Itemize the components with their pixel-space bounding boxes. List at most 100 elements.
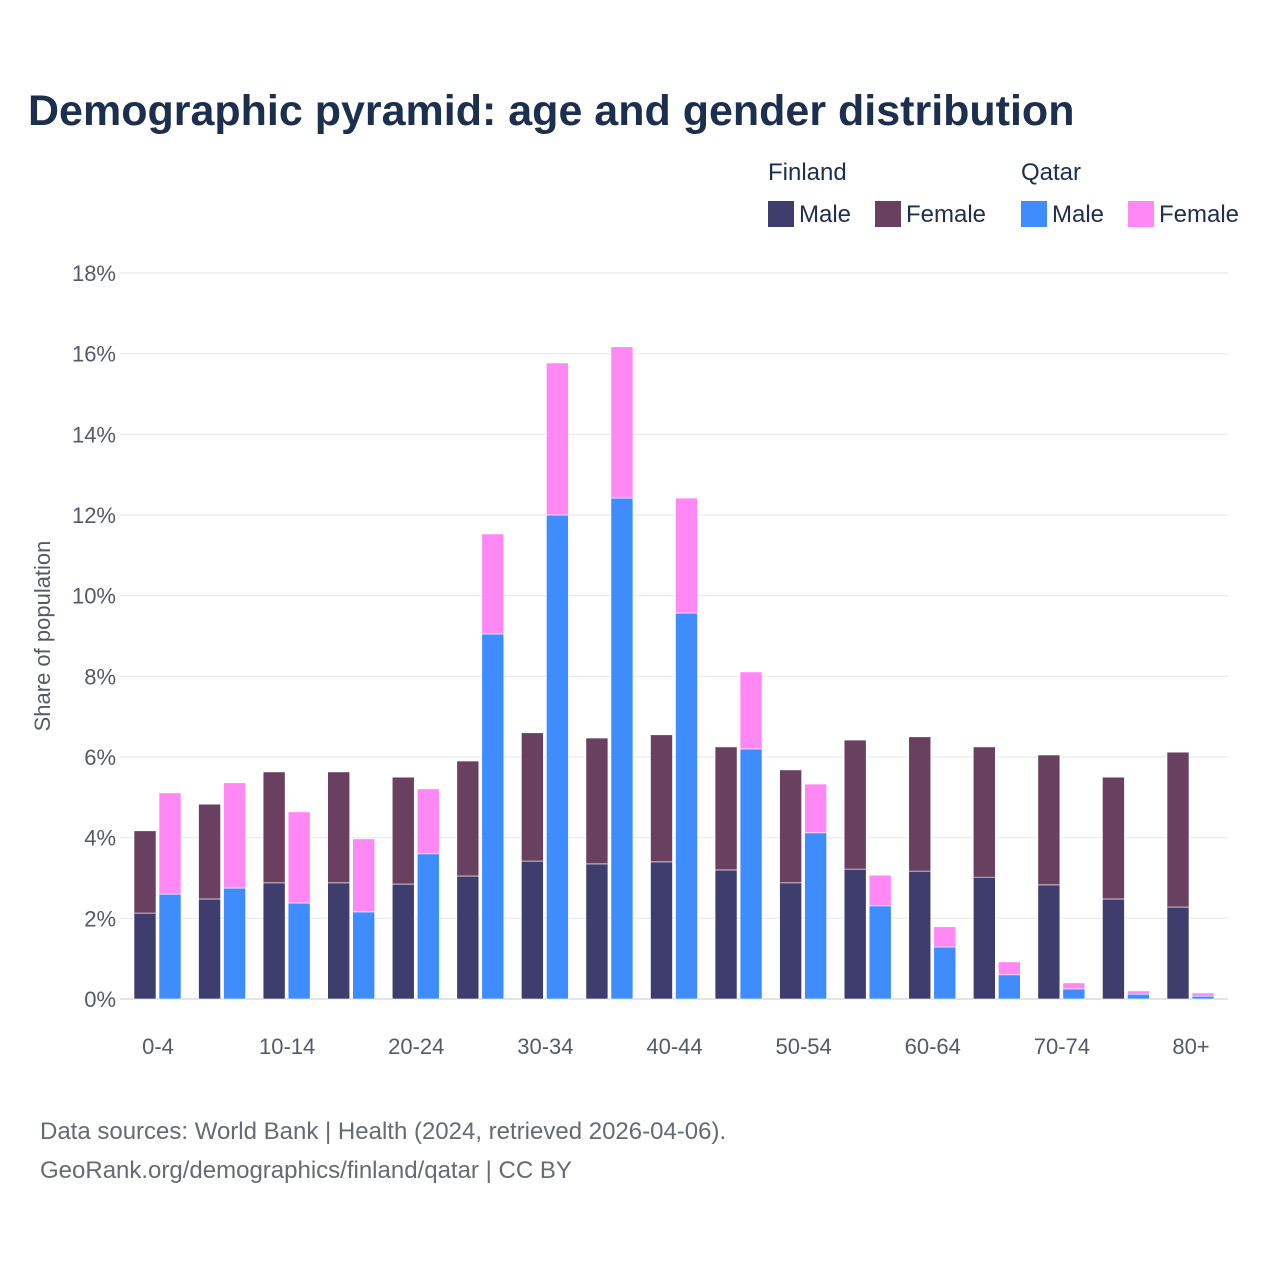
- bar-finland-male-40-44: [650, 861, 673, 1000]
- bar-finland-female-75-79: [1102, 776, 1125, 900]
- bar-qatar-male-80+: [1191, 995, 1215, 1000]
- x-tick-label: 20-24: [388, 1034, 444, 1059]
- bar-qatar-male-60-64: [933, 946, 957, 1000]
- bar-finland-male-10-14: [262, 882, 286, 1000]
- bar-finland-male-35-39: [585, 863, 609, 1000]
- legend-label-finland-female: Female: [906, 201, 986, 228]
- bar-finland-male-55-59: [843, 868, 867, 1000]
- bar-finland-male-20-24: [391, 883, 415, 1000]
- legend-label-qatar-male: Male: [1052, 201, 1104, 228]
- bar-finland-male-80+: [1166, 906, 1190, 1000]
- bar-finland-male-30-34: [521, 860, 544, 1000]
- bar-qatar-male-20-24: [416, 853, 440, 1000]
- bar-qatar-female-35-39: [610, 346, 634, 499]
- y-tick-label: 8%: [84, 664, 116, 689]
- y-tick-label: 14%: [72, 422, 116, 447]
- y-tick-label: 18%: [72, 261, 116, 286]
- legend-swatch-qatar-female: [1128, 201, 1154, 227]
- bar-finland-female-0-4: [133, 830, 157, 914]
- y-tick-label: 10%: [72, 584, 116, 609]
- chart-title: Demographic pyramid: age and gender dist…: [28, 87, 1074, 135]
- y-tick-label: 16%: [72, 342, 116, 367]
- x-tick-label: 0-4: [142, 1034, 174, 1059]
- gridlines: [120, 272, 1228, 1000]
- bar-finland-female-80+: [1166, 751, 1190, 908]
- bar-qatar-female-70-74: [1062, 982, 1086, 990]
- bar-finland-male-70-74: [1037, 884, 1061, 1000]
- bar-finland-female-55-59: [843, 739, 867, 870]
- bar-finland-female-50-54: [779, 769, 802, 884]
- bar-qatar-male-30-34: [546, 514, 569, 1000]
- bar-qatar-male-10-14: [287, 902, 311, 1000]
- bar-qatar-female-10-14: [287, 811, 311, 904]
- bar-finland-female-25-29: [456, 760, 480, 877]
- bar-finland-male-0-4: [133, 912, 157, 1000]
- x-tick-label: 60-64: [905, 1034, 961, 1059]
- bar-finland-male-25-29: [456, 875, 480, 1000]
- bar-finland-female-60-64: [908, 736, 932, 872]
- x-tick-label: 10-14: [259, 1034, 315, 1059]
- x-tick-label: 50-54: [775, 1034, 831, 1059]
- legend-group-finland: Finland: [768, 159, 847, 186]
- bar-finland-male-75-79: [1102, 898, 1125, 1000]
- bar-qatar-male-0-4: [158, 893, 182, 1000]
- x-tick-label: 40-44: [646, 1034, 702, 1059]
- bar-finland-male-5-9: [198, 898, 221, 1000]
- y-tick-label: 0%: [84, 987, 116, 1012]
- x-tick-label: 70-74: [1034, 1034, 1090, 1059]
- bar-qatar-male-65-69: [998, 974, 1021, 1000]
- legend-swatch-qatar-male: [1021, 201, 1047, 227]
- y-tick-label: 6%: [84, 745, 116, 770]
- bar-finland-male-45-49: [714, 869, 738, 1000]
- bar-qatar-female-55-59: [868, 874, 892, 907]
- bar-qatar-female-0-4: [158, 792, 182, 895]
- bar-qatar-male-40-44: [675, 612, 698, 1000]
- legend-label-finland-male: Male: [799, 201, 851, 228]
- footer-source: Data sources: World Bank | Health (2024,…: [40, 1118, 726, 1145]
- bar-finland-female-40-44: [650, 734, 673, 863]
- bar-finland-female-5-9: [198, 803, 221, 900]
- legend: Finland Qatar Male Female Male Female: [768, 159, 1239, 228]
- bar-qatar-male-5-9: [223, 887, 246, 1000]
- legend-swatch-finland-female: [875, 201, 901, 227]
- bar-finland-male-60-64: [908, 870, 932, 1000]
- bar-qatar-female-45-49: [739, 671, 763, 750]
- bar-qatar-male-45-49: [739, 748, 763, 1000]
- bar-qatar-male-70-74: [1062, 988, 1086, 1000]
- legend-label-qatar-female: Female: [1159, 201, 1239, 228]
- bar-finland-female-15-19: [327, 771, 350, 884]
- bar-finland-female-20-24: [391, 776, 415, 885]
- bar-finland-female-65-69: [973, 746, 996, 878]
- bar-qatar-female-30-34: [546, 362, 569, 516]
- bar-finland-male-15-19: [327, 882, 350, 1000]
- bars: [133, 346, 1215, 1000]
- bar-qatar-male-55-59: [868, 905, 892, 1000]
- x-axis-ticks: 0-4 10-14 20-24 30-34 40-44 50-54 60-64 70-74 80…: [142, 1034, 1210, 1059]
- y-axis-ticks: 0% 2% 4% 6% 8% 10% 12% 14% 16% 18%: [72, 261, 116, 1012]
- bar-qatar-male-25-29: [481, 633, 505, 1000]
- y-tick-label: 2%: [84, 906, 116, 931]
- x-tick-label: 30-34: [517, 1034, 573, 1059]
- bar-qatar-male-50-54: [804, 832, 827, 1000]
- bar-qatar-male-15-19: [352, 911, 375, 1000]
- bar-qatar-male-75-79: [1127, 993, 1150, 1000]
- legend-group-qatar: Qatar: [1021, 159, 1081, 186]
- bar-finland-male-50-54: [779, 882, 802, 1000]
- bar-finland-female-35-39: [585, 737, 609, 865]
- bar-qatar-female-60-64: [933, 926, 957, 948]
- bar-qatar-female-25-29: [481, 533, 505, 635]
- bar-qatar-female-65-69: [998, 961, 1021, 976]
- bar-finland-male-65-69: [973, 876, 996, 1000]
- bar-qatar-female-40-44: [675, 497, 698, 614]
- bar-finland-female-10-14: [262, 771, 286, 884]
- bar-qatar-female-5-9: [223, 782, 246, 889]
- y-axis-label: Share of population: [30, 541, 55, 732]
- y-tick-label: 4%: [84, 826, 116, 851]
- bar-qatar-female-15-19: [352, 838, 375, 913]
- legend-swatch-finland-male: [768, 201, 794, 227]
- bar-qatar-female-20-24: [416, 788, 440, 855]
- footer-link: GeoRank.org/demographics/finland/qatar |…: [40, 1157, 572, 1184]
- bar-qatar-male-35-39: [610, 497, 634, 1000]
- bar-finland-female-70-74: [1037, 754, 1061, 886]
